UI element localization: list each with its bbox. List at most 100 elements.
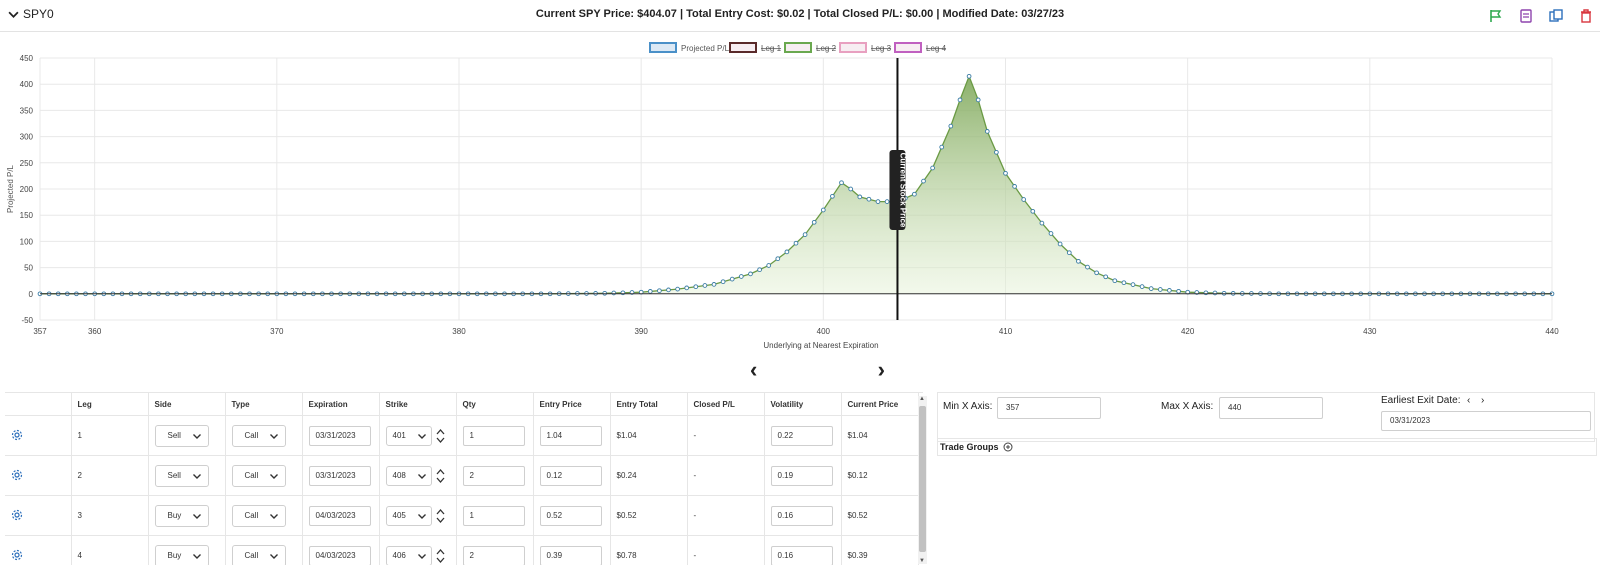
pl-data-point <box>1057 241 1063 247</box>
side-value: Sell <box>167 431 181 440</box>
side-select[interactable]: Sell <box>154 464 209 487</box>
column-header[interactable]: Closed P/L <box>687 393 765 416</box>
strike-select[interactable]: 401 <box>385 425 432 446</box>
volatility-input[interactable]: 0.16 <box>770 545 833 565</box>
legend-item[interactable]: Leg 4 <box>894 42 947 53</box>
strike-stepper[interactable] <box>436 428 445 444</box>
chevron-down-icon[interactable] <box>436 556 445 564</box>
scroll-down-icon[interactable]: ▼ <box>919 558 925 564</box>
max-x-input[interactable]: 440 <box>1219 397 1323 419</box>
strike-select[interactable]: 408 <box>385 465 432 486</box>
column-header[interactable]: Qty <box>456 393 534 416</box>
type-select[interactable]: Call <box>231 464 286 487</box>
gear-icon[interactable] <box>11 429 23 443</box>
chevron-down-icon[interactable] <box>436 516 445 524</box>
x-tick-label: 360 <box>88 327 102 336</box>
exit-date-prev-icon[interactable]: ‹ <box>1467 395 1471 406</box>
volatility-input[interactable]: 0.16 <box>770 505 833 526</box>
strike-select[interactable]: 406 <box>385 545 432 565</box>
next-button[interactable]: › <box>877 357 885 382</box>
strike-select[interactable]: 405 <box>385 505 432 526</box>
earliest-exit-input[interactable]: 03/31/2023 <box>1381 411 1591 431</box>
entry-price-input[interactable]: 0.39 <box>539 545 602 565</box>
table-row: 2 Sell Call 03/31/2023 408 2 0.12 $0.24-0.19 $0.… <box>5 455 919 496</box>
trade-groups[interactable]: Trade Groups <box>937 438 1597 456</box>
scroll-up-icon[interactable]: ▲ <box>919 396 925 402</box>
column-header[interactable]: Leg <box>71 393 149 416</box>
y-tick-label: 100 <box>20 237 34 246</box>
qty-input[interactable]: 1 <box>462 505 525 526</box>
pl-chart-svg[interactable]: Projected P/L Leg 1 Leg 2 Leg 3 Leg 4 -50 0 50… <box>0 34 1600 354</box>
column-header[interactable]: Type <box>225 393 303 416</box>
legend-item[interactable]: Leg 2 <box>784 42 837 53</box>
prev-button[interactable]: ‹ <box>750 357 758 382</box>
copy-icon[interactable] <box>1548 8 1564 24</box>
collapse-toggle[interactable]: SPY0 <box>8 7 54 21</box>
chevron-down-icon[interactable] <box>436 436 445 444</box>
notes-icon[interactable] <box>1518 8 1534 24</box>
column-header[interactable]: Entry Total <box>610 393 688 416</box>
table-row: 4 Buy Call 04/03/2023 406 2 0.39 $0.78-0.16 $0.3… <box>5 535 919 565</box>
strike-stepper[interactable] <box>436 508 445 524</box>
expiration-input[interactable]: 03/31/2023 <box>308 425 371 446</box>
column-header[interactable]: Strike <box>379 393 457 416</box>
pl-data-point <box>830 193 835 199</box>
pl-data-point <box>957 97 963 103</box>
pl-data-point <box>1039 220 1045 226</box>
chevron-up-icon[interactable] <box>436 548 445 556</box>
trade-groups-label: Trade Groups <box>940 442 999 452</box>
legend-item[interactable]: Projected P/L <box>649 42 730 53</box>
side-select[interactable]: Buy <box>154 504 209 527</box>
strike-value: 408 <box>392 471 406 480</box>
gear-icon[interactable] <box>11 469 23 483</box>
column-header[interactable]: Entry Price <box>533 393 611 416</box>
qty-input[interactable]: 2 <box>462 545 525 565</box>
entry-price-input[interactable]: 1.04 <box>539 425 602 446</box>
x-tick-label: 370 <box>270 327 284 336</box>
qty-input[interactable]: 1 <box>462 425 525 446</box>
column-header[interactable]: Volatility <box>764 393 842 416</box>
exit-date-next-icon[interactable]: › <box>1481 395 1485 406</box>
entry-price-input[interactable]: 0.12 <box>539 465 602 486</box>
y-tick-label: 350 <box>20 106 34 115</box>
chevron-up-icon[interactable] <box>436 468 445 476</box>
side-select[interactable]: Buy <box>154 544 209 565</box>
strike-stepper[interactable] <box>436 548 445 564</box>
strike-stepper[interactable] <box>436 468 445 484</box>
qty-input[interactable]: 2 <box>462 465 525 486</box>
y-tick-label: 300 <box>20 133 34 142</box>
type-select[interactable]: Call <box>231 424 286 447</box>
scroll-thumb[interactable] <box>919 406 926 552</box>
pl-data-point <box>766 263 772 268</box>
add-circle-icon[interactable] <box>1003 442 1013 452</box>
volatility-input[interactable]: 0.19 <box>770 465 833 486</box>
expiration-input[interactable]: 04/03/2023 <box>308 545 371 565</box>
trash-icon[interactable] <box>1578 8 1594 24</box>
legend-item[interactable]: Leg 3 <box>839 42 892 53</box>
expiration-input[interactable]: 04/03/2023 <box>308 505 371 526</box>
legend-swatch <box>894 42 922 53</box>
chevron-up-icon[interactable] <box>436 508 445 516</box>
legs-scrollbar[interactable]: ▲ ▼ <box>918 396 927 564</box>
chevron-up-icon[interactable] <box>436 428 445 436</box>
pl-data-point <box>930 165 935 171</box>
chevron-down-icon[interactable] <box>436 476 445 484</box>
strategy-header: SPY0 Current SPY Price: $404.07 | Total … <box>0 0 1600 32</box>
entry-price-input[interactable]: 0.52 <box>539 505 602 526</box>
column-header[interactable]: Expiration <box>302 393 380 416</box>
column-header[interactable]: Current Price <box>841 393 919 416</box>
column-header[interactable]: Side <box>148 393 226 416</box>
gear-icon[interactable] <box>11 509 23 523</box>
min-x-input[interactable]: 357 <box>997 397 1101 419</box>
pl-data-point <box>793 240 799 246</box>
side-select[interactable]: Sell <box>154 424 209 447</box>
volatility-input[interactable]: 0.22 <box>770 425 833 446</box>
gear-icon[interactable] <box>11 549 23 563</box>
expiration-input[interactable]: 03/31/2023 <box>308 465 371 486</box>
flag-icon[interactable] <box>1488 8 1504 24</box>
type-select[interactable]: Call <box>231 504 286 527</box>
column-header[interactable] <box>5 393 72 416</box>
legend-item[interactable]: Leg 1 <box>729 42 782 53</box>
pl-data-point <box>757 267 762 273</box>
type-select[interactable]: Call <box>231 544 286 565</box>
